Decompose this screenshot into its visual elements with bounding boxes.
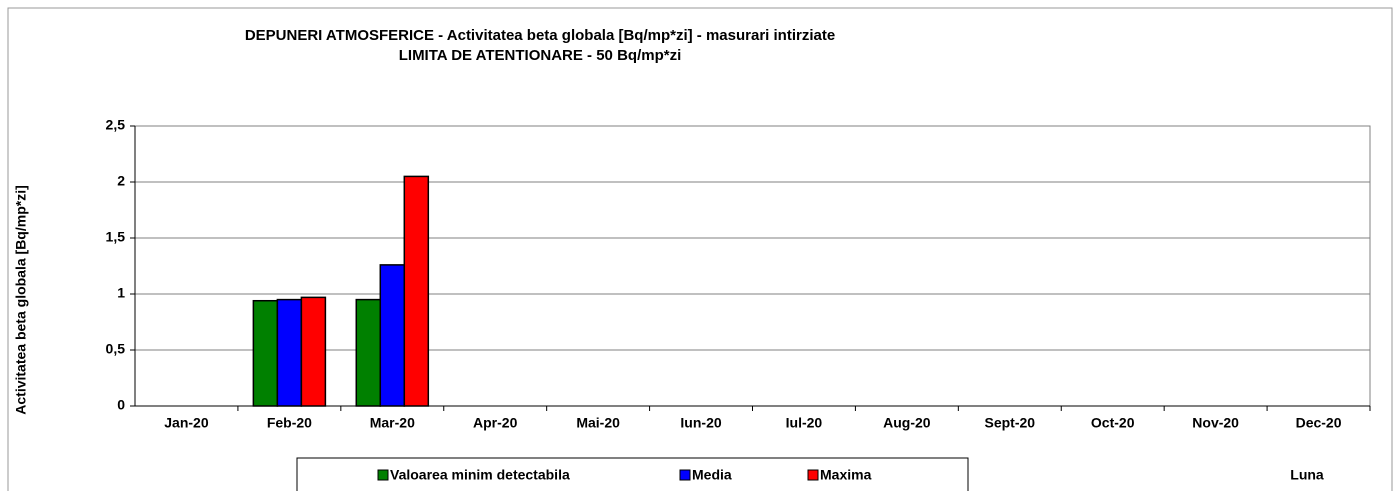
bar xyxy=(252,299,279,407)
bar xyxy=(403,175,430,407)
y-axis-label: Activitatea beta globala [Bq/mp*zi] xyxy=(13,185,29,414)
y-tick-label: 0,5 xyxy=(106,341,126,357)
x-tick-label: Iun-20 xyxy=(680,415,721,431)
x-tick-label: Sept-20 xyxy=(985,415,1036,431)
y-tick-label: 1 xyxy=(117,285,125,301)
y-tick-label: 1,5 xyxy=(106,229,126,245)
x-tick-label: Nov-20 xyxy=(1192,415,1239,431)
x-tick-label: Dec-20 xyxy=(1296,415,1342,431)
bar xyxy=(300,296,327,407)
x-tick-label: Mai-20 xyxy=(576,415,620,431)
x-tick-label: Iul-20 xyxy=(786,415,823,431)
chart-title: DEPUNERI ATMOSFERICE - Activitatea beta … xyxy=(245,27,835,44)
legend-swatch xyxy=(807,469,819,481)
x-tick-label: Mar-20 xyxy=(370,415,415,431)
x-tick-label: Aug-20 xyxy=(883,415,931,431)
legend-label: Valoarea minim detectabila xyxy=(390,467,570,483)
chart-subtitle: LIMITA DE ATENTIONARE - 50 Bq/mp*zi xyxy=(399,47,682,64)
x-tick-label: Apr-20 xyxy=(473,415,518,431)
x-tick-label: Jan-20 xyxy=(164,415,209,431)
x-tick-label: Feb-20 xyxy=(267,415,312,431)
bar xyxy=(276,298,303,407)
bar xyxy=(355,298,382,407)
bar xyxy=(379,264,406,407)
y-tick-label: 0 xyxy=(117,397,125,413)
legend-box xyxy=(296,457,969,491)
legend-swatch xyxy=(377,469,389,481)
legend-swatch xyxy=(679,469,691,481)
x-tick-label: Oct-20 xyxy=(1091,415,1135,431)
x-axis-label: Luna xyxy=(1290,467,1324,483)
legend-label: Media xyxy=(692,467,732,483)
y-tick-label: 2 xyxy=(117,173,125,189)
legend-label: Maxima xyxy=(820,467,872,483)
y-tick-label: 2,5 xyxy=(106,117,126,133)
